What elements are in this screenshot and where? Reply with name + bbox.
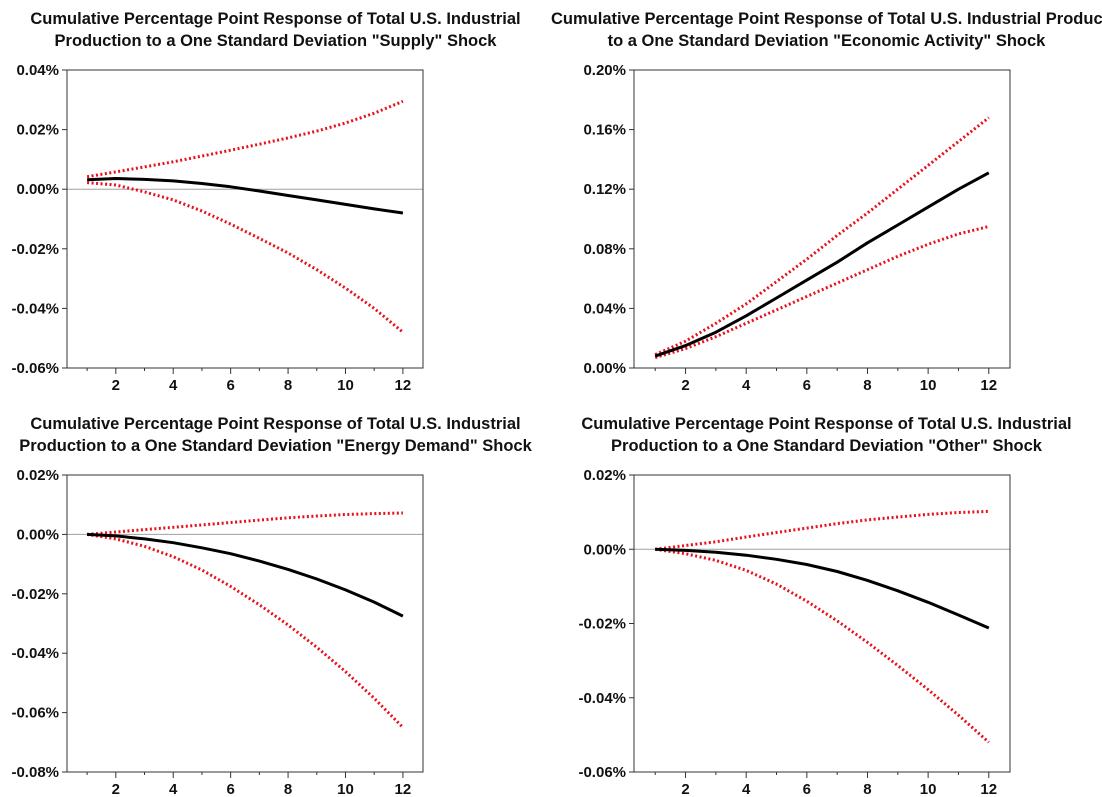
chart-title-line-1: Cumulative Percentage Point Response of … bbox=[551, 10, 1102, 28]
series-line-estimate bbox=[87, 177, 404, 215]
y-tick-label: 0.00% bbox=[583, 360, 626, 377]
chart-plot-economic-activity: 0.00% 0.04% 0.08% 0.12% 0.16% 0.20% 2 4 6 8 10 12 bbox=[583, 62, 1011, 394]
chart-plot-supply: -0.06% -0.04% -0.02% 0.00% 0.02% 0.04% 2 4 6 8 10 1… bbox=[11, 62, 424, 394]
x-tick-label: 6 bbox=[803, 377, 811, 394]
x-tick-label: 10 bbox=[337, 781, 354, 797]
chart-title: Cumulative Percentage Point Response of … bbox=[0, 413, 551, 461]
x-tick-label: 2 bbox=[112, 377, 120, 394]
x-tick-label: 4 bbox=[742, 781, 751, 797]
plot-frame bbox=[66, 474, 424, 773]
x-tick-label: 4 bbox=[742, 377, 751, 394]
chart-plot-energy-demand: -0.08% -0.06% -0.04% -0.02% 0.00% 0.02% 2 4 6 8 10… bbox=[11, 467, 424, 797]
series-line-lower-band bbox=[654, 547, 990, 744]
y-tick-label: -0.02% bbox=[11, 241, 59, 258]
series-line-lower-band bbox=[654, 225, 990, 360]
chart-title: Cumulative Percentage Point Response of … bbox=[0, 8, 551, 56]
plot-frame bbox=[633, 474, 1011, 773]
y-tick-label: -0.04% bbox=[578, 690, 626, 707]
y-tick-label: 0.00% bbox=[16, 526, 59, 543]
chart-title-line-1: Cumulative Percentage Point Response of … bbox=[30, 415, 521, 433]
plot-frame bbox=[66, 69, 424, 369]
chart-panel-supply: Cumulative Percentage Point Response of … bbox=[0, 8, 551, 394]
x-tick-label: 6 bbox=[226, 377, 234, 394]
y-tick-label: -0.02% bbox=[578, 616, 626, 633]
chart-panel-economic-activity: Cumulative Percentage Point Response of … bbox=[551, 8, 1102, 394]
series-line-lower-band bbox=[86, 181, 404, 334]
y-tick-label: -0.02% bbox=[11, 586, 59, 603]
y-tick-label: -0.04% bbox=[11, 300, 59, 317]
chart-title-line-2: Production to a One Standard Deviation "… bbox=[54, 32, 497, 50]
chart-title-line-2: to a One Standard Deviation "Economic Ac… bbox=[607, 32, 1046, 50]
series-line-upper-band bbox=[86, 99, 404, 179]
x-tick-label: 6 bbox=[226, 781, 234, 797]
chart-title-line-2: Production to a One Standard Deviation "… bbox=[19, 437, 532, 455]
x-tick-label: 12 bbox=[395, 781, 412, 797]
x-tick-label: 8 bbox=[863, 377, 871, 394]
y-tick-label: 0.04% bbox=[16, 62, 59, 79]
x-tick-label: 10 bbox=[920, 377, 937, 394]
chart-title-line-1: Cumulative Percentage Point Response of … bbox=[581, 415, 1072, 433]
series-line-estimate bbox=[655, 547, 990, 630]
x-tick-label: 12 bbox=[395, 377, 412, 394]
chart-title: Cumulative Percentage Point Response of … bbox=[551, 413, 1102, 461]
series-line-upper-band bbox=[654, 116, 990, 356]
chart-plot-other: -0.06% -0.04% -0.02% 0.00% 0.02% 2 4 6 8 10 12 bbox=[578, 467, 1011, 797]
y-tick-label: -0.06% bbox=[11, 360, 59, 377]
chart-panel-other: Cumulative Percentage Point Response of … bbox=[551, 413, 1102, 797]
y-tick-label: -0.08% bbox=[11, 764, 59, 781]
y-tick-label: 0.04% bbox=[583, 300, 626, 317]
x-tick-label: 2 bbox=[681, 781, 689, 797]
y-tick-label: -0.06% bbox=[11, 705, 59, 722]
x-tick-label: 4 bbox=[169, 781, 178, 797]
y-tick-label: -0.06% bbox=[578, 764, 626, 781]
y-tick-label: 0.02% bbox=[16, 467, 59, 484]
x-tick-label: 2 bbox=[112, 781, 120, 797]
chart-panel-energy-demand: Cumulative Percentage Point Response of … bbox=[0, 413, 551, 797]
chart-title-line-1: Cumulative Percentage Point Response of … bbox=[30, 10, 521, 28]
x-tick-label: 10 bbox=[337, 377, 354, 394]
series-line-lower-band bbox=[86, 532, 404, 729]
y-tick-label: 0.02% bbox=[16, 122, 59, 139]
series-line-upper-band bbox=[86, 511, 403, 536]
x-tick-label: 2 bbox=[681, 377, 689, 394]
series-line-upper-band bbox=[655, 509, 989, 551]
x-tick-label: 10 bbox=[920, 781, 937, 797]
y-tick-label: -0.04% bbox=[11, 645, 59, 662]
y-tick-label: 0.12% bbox=[583, 181, 626, 198]
y-tick-label: 0.20% bbox=[583, 62, 626, 79]
x-tick-label: 8 bbox=[284, 781, 292, 797]
x-tick-label: 12 bbox=[980, 781, 997, 797]
y-tick-label: 0.08% bbox=[583, 241, 626, 258]
x-tick-label: 8 bbox=[863, 781, 871, 797]
x-tick-label: 8 bbox=[284, 377, 292, 394]
x-tick-label: 4 bbox=[169, 377, 178, 394]
y-tick-label: 0.00% bbox=[583, 541, 626, 558]
y-tick-label: 0.02% bbox=[583, 467, 626, 484]
chart-title: Cumulative Percentage Point Response of … bbox=[551, 8, 1102, 56]
series-line-estimate bbox=[87, 532, 404, 618]
series-line-estimate bbox=[654, 171, 990, 358]
y-tick-label: 0.00% bbox=[16, 181, 59, 198]
chart-title-line-2: Production to a One Standard Deviation "… bbox=[611, 437, 1042, 455]
x-tick-label: 12 bbox=[980, 377, 997, 394]
plot-frame bbox=[633, 69, 1011, 369]
y-tick-label: 0.16% bbox=[583, 122, 626, 139]
x-tick-label: 6 bbox=[803, 781, 811, 797]
